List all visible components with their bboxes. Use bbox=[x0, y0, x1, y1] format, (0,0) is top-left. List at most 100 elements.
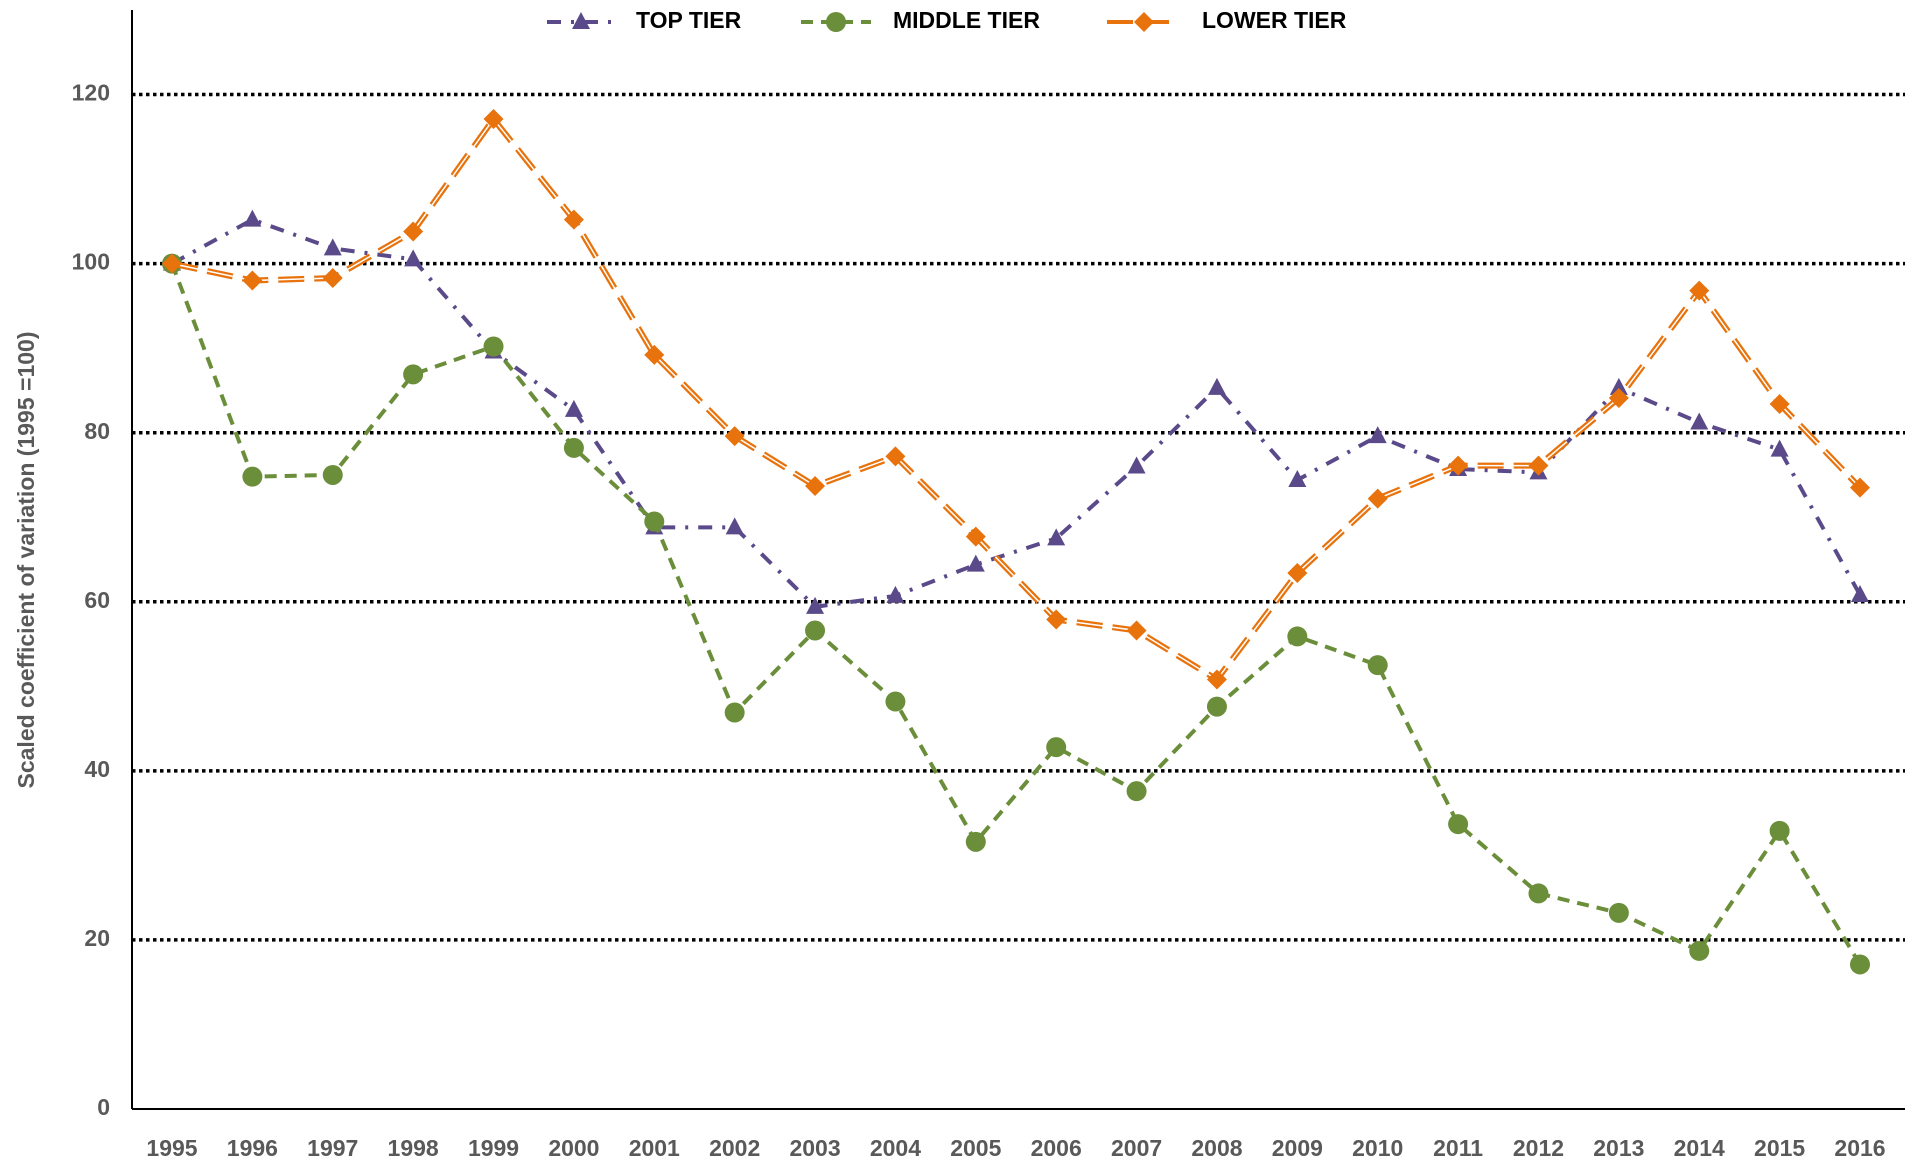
marker bbox=[1609, 377, 1628, 395]
marker bbox=[242, 270, 263, 291]
marker bbox=[965, 526, 986, 547]
x-tick-label: 2016 bbox=[1834, 1135, 1885, 1161]
series-line-core bbox=[171, 117, 1861, 681]
x-tick-label: 1998 bbox=[388, 1135, 439, 1161]
marker bbox=[725, 517, 744, 535]
marker bbox=[885, 691, 906, 712]
marker bbox=[162, 253, 182, 274]
x-tick-label: 2006 bbox=[1031, 1135, 1082, 1161]
y-tick-label: 100 bbox=[72, 249, 110, 275]
legend-marker bbox=[572, 12, 590, 29]
marker bbox=[1850, 477, 1870, 498]
legend-label: TOP TIER bbox=[636, 7, 742, 33]
marker bbox=[644, 511, 665, 532]
marker bbox=[1126, 781, 1147, 802]
marker bbox=[563, 437, 584, 458]
marker bbox=[564, 399, 583, 417]
y-tick-label: 0 bbox=[97, 1094, 110, 1120]
y-tick-label: 80 bbox=[84, 418, 110, 444]
marker bbox=[724, 702, 745, 723]
x-tick-label: 2001 bbox=[629, 1135, 680, 1161]
marker bbox=[806, 596, 825, 614]
marker bbox=[483, 336, 504, 357]
x-tick-label: 1995 bbox=[146, 1135, 197, 1161]
marker bbox=[242, 466, 263, 487]
marker bbox=[1769, 393, 1790, 414]
y-tick-label: 20 bbox=[84, 925, 110, 951]
legend-marker bbox=[1134, 12, 1154, 32]
x-tick-label: 2002 bbox=[709, 1135, 760, 1161]
marker bbox=[1770, 439, 1789, 457]
marker bbox=[483, 109, 504, 130]
x-tick-label: 2015 bbox=[1754, 1135, 1805, 1161]
marker bbox=[1287, 626, 1308, 647]
x-tick-label: 2000 bbox=[548, 1135, 599, 1161]
x-tick-label: 2012 bbox=[1513, 1135, 1564, 1161]
marker bbox=[1608, 388, 1629, 409]
marker bbox=[1850, 954, 1870, 975]
marker bbox=[885, 446, 906, 467]
marker bbox=[966, 554, 985, 572]
x-tick-label: 1997 bbox=[307, 1135, 358, 1161]
marker bbox=[1207, 377, 1226, 395]
marker bbox=[1528, 883, 1549, 904]
x-tick-label: 1996 bbox=[227, 1135, 278, 1161]
marker bbox=[1046, 609, 1067, 630]
marker bbox=[1448, 455, 1469, 476]
marker bbox=[1367, 655, 1388, 676]
marker bbox=[1769, 820, 1790, 841]
x-tick-label: 2007 bbox=[1111, 1135, 1162, 1161]
x-tick-label: 2013 bbox=[1593, 1135, 1644, 1161]
series-line bbox=[171, 217, 1862, 609]
marker bbox=[1206, 696, 1227, 717]
marker bbox=[1690, 412, 1709, 430]
legend-label: LOWER TIER bbox=[1202, 7, 1347, 33]
marker bbox=[1047, 528, 1066, 546]
y-tick-label: 120 bbox=[72, 80, 110, 106]
marker bbox=[1368, 426, 1387, 444]
marker bbox=[323, 238, 342, 256]
y-tick-label: 60 bbox=[84, 587, 110, 613]
x-tick-label: 2005 bbox=[950, 1135, 1001, 1161]
y-tick-label: 40 bbox=[84, 756, 110, 782]
marker bbox=[1206, 669, 1227, 690]
legend-label: MIDDLE TIER bbox=[893, 7, 1040, 33]
x-tick-label: 2008 bbox=[1191, 1135, 1242, 1161]
marker bbox=[322, 267, 343, 288]
x-tick-label: 2011 bbox=[1433, 1135, 1483, 1161]
marker bbox=[1528, 455, 1549, 476]
marker bbox=[805, 475, 826, 496]
marker bbox=[1046, 737, 1067, 758]
legend-marker bbox=[826, 12, 846, 32]
marker bbox=[886, 585, 905, 603]
marker bbox=[1287, 563, 1308, 584]
x-tick-label: 1999 bbox=[468, 1135, 519, 1161]
marker bbox=[1608, 902, 1629, 923]
marker bbox=[1288, 470, 1307, 488]
marker bbox=[563, 209, 584, 230]
x-tick-label: 2004 bbox=[870, 1135, 921, 1161]
marker bbox=[403, 364, 424, 385]
x-tick-label: 2014 bbox=[1674, 1135, 1725, 1161]
marker bbox=[724, 426, 745, 447]
x-tick-label: 2003 bbox=[789, 1135, 840, 1161]
y-axis-label: Scaled coefficient of variation (1995 =1… bbox=[13, 332, 39, 789]
marker bbox=[1126, 620, 1147, 641]
marker bbox=[404, 249, 423, 267]
series-line bbox=[170, 262, 1862, 966]
marker bbox=[1127, 456, 1146, 474]
marker bbox=[1851, 585, 1869, 603]
marker bbox=[1689, 940, 1710, 961]
marker bbox=[322, 464, 343, 485]
x-tick-label: 2009 bbox=[1272, 1135, 1323, 1161]
marker bbox=[1689, 280, 1710, 301]
marker bbox=[1367, 488, 1388, 509]
marker bbox=[1448, 814, 1469, 835]
series-line bbox=[171, 114, 1863, 684]
x-tick-label: 2010 bbox=[1352, 1135, 1403, 1161]
marker bbox=[243, 209, 262, 227]
marker bbox=[403, 221, 424, 242]
marker bbox=[965, 831, 986, 852]
marker bbox=[805, 620, 826, 641]
